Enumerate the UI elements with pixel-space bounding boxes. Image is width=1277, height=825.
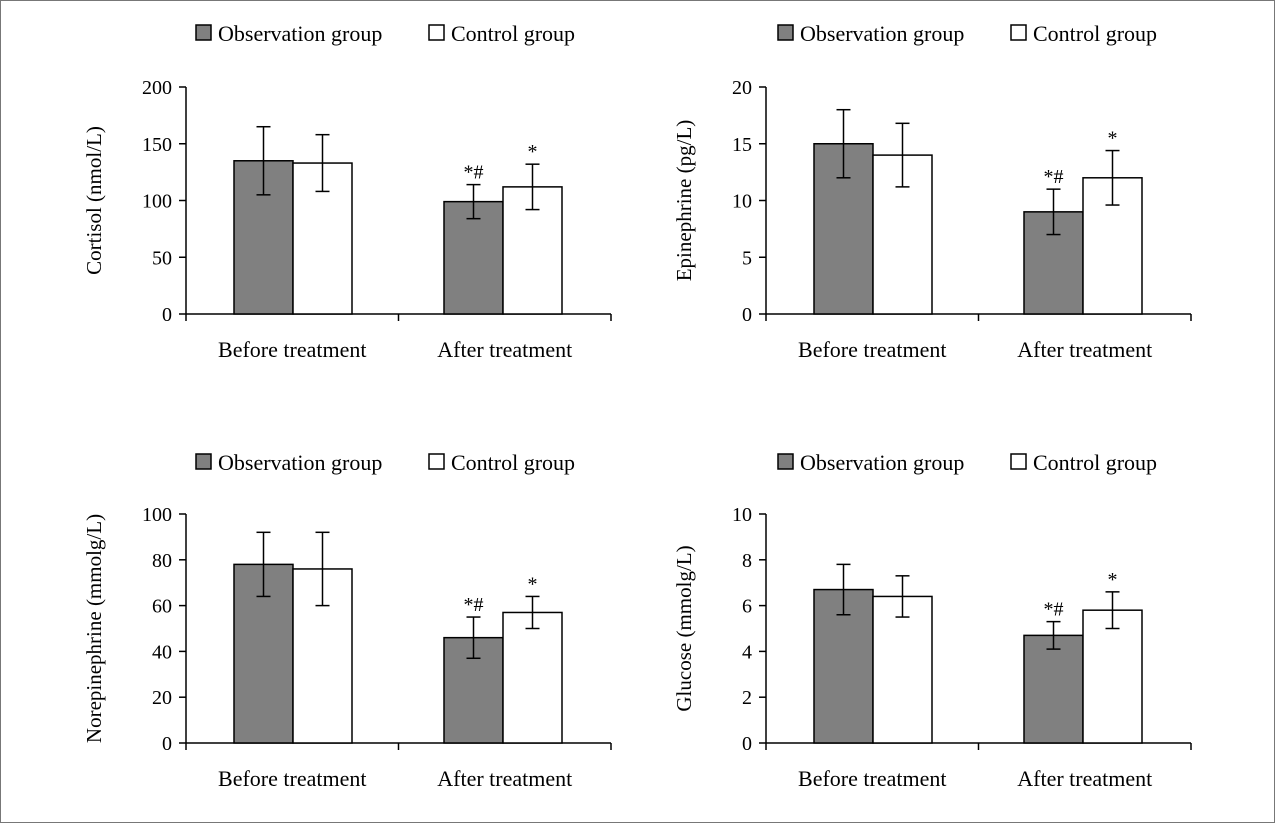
legend-swatch-control <box>428 453 445 470</box>
y-axis-label: Glucose (mmolg/L) <box>672 545 696 711</box>
legend-swatch-control <box>428 24 445 41</box>
significance-label: *# <box>1044 166 1064 188</box>
y-tick-label: 0 <box>162 304 172 326</box>
chart-panel-4: Observation group Control group 0 2 4 6 8 10 Bef… <box>672 450 1192 791</box>
x-category-label: Before treatment <box>218 766 366 791</box>
y-tick-label: 8 <box>742 550 752 572</box>
y-tick-label: 100 <box>142 191 172 213</box>
y-tick-label: 150 <box>142 134 172 156</box>
chart-panel-2: Observation group Control group 0 5 10 15 20 Be… <box>672 21 1192 362</box>
y-tick-label: 10 <box>732 504 752 526</box>
significance-label: * <box>1108 569 1118 591</box>
error-bar <box>525 163 540 211</box>
legend-label-observation: Observation group <box>218 21 382 46</box>
error-bar <box>1046 188 1061 236</box>
bar-control <box>872 595 933 744</box>
significance-label: * <box>528 141 538 163</box>
y-tick-label: 15 <box>732 134 752 156</box>
x-category-label: Before treatment <box>218 337 366 362</box>
y-tick-label: 5 <box>742 247 752 269</box>
error-bar <box>836 108 851 179</box>
legend: Observation group Control group <box>777 450 1157 475</box>
error-bar <box>315 133 330 193</box>
legend: Observation group Control group <box>777 21 1157 46</box>
y-tick-label: 60 <box>152 596 172 618</box>
error-bar <box>836 563 851 616</box>
significance-label: * <box>1108 128 1118 150</box>
y-tick-label: 200 <box>142 77 172 99</box>
x-category-label: After treatment <box>437 766 572 791</box>
bar-control <box>502 611 563 744</box>
legend-swatch-observation <box>195 24 212 41</box>
y-tick-label: 20 <box>152 687 172 709</box>
x-category-label: Before treatment <box>798 337 946 362</box>
significance-label: *# <box>464 594 484 616</box>
legend-label-control: Control group <box>1033 450 1157 475</box>
y-tick-label: 20 <box>732 77 752 99</box>
y-tick-label: 0 <box>162 733 172 755</box>
legend-swatch-control <box>1010 24 1027 41</box>
error-bar <box>466 183 481 220</box>
y-tick-label: 0 <box>742 304 752 326</box>
error-bar <box>256 125 271 196</box>
error-bar <box>1046 620 1061 650</box>
chart-panel-3: Observation group Control group 0 20 40 60 80 1… <box>82 450 612 791</box>
bar-control <box>292 162 353 315</box>
y-tick-label: 10 <box>732 191 752 213</box>
error-bar <box>525 595 540 630</box>
error-bar <box>1105 149 1120 206</box>
y-tick-label: 40 <box>152 641 172 663</box>
y-tick-label: 50 <box>152 247 172 269</box>
error-bar <box>315 531 330 607</box>
legend-swatch-observation <box>777 453 794 470</box>
legend-swatch-observation <box>777 24 794 41</box>
legend-swatch-observation <box>195 453 212 470</box>
legend-label-control: Control group <box>451 450 575 475</box>
error-bar <box>256 531 271 598</box>
x-category-label: After treatment <box>1017 766 1152 791</box>
y-tick-label: 0 <box>742 733 752 755</box>
bar-control <box>1082 609 1143 744</box>
x-category-label: Before treatment <box>798 766 946 791</box>
x-category-label: After treatment <box>437 337 572 362</box>
significance-label: *# <box>464 162 484 184</box>
bar-observation <box>443 200 504 315</box>
y-axis-label: Epinephrine (pg/L) <box>672 120 696 282</box>
y-tick-label: 2 <box>742 687 752 709</box>
y-tick-label: 80 <box>152 550 172 572</box>
legend-label-observation: Observation group <box>800 21 964 46</box>
error-bar <box>895 575 910 618</box>
legend-label-control: Control group <box>451 21 575 46</box>
significance-label: * <box>528 573 538 595</box>
legend-label-control: Control group <box>1033 21 1157 46</box>
y-tick-label: 4 <box>742 641 752 663</box>
legend-label-observation: Observation group <box>218 450 382 475</box>
significance-label: *# <box>1044 599 1064 621</box>
error-bar <box>466 616 481 660</box>
x-category-label: After treatment <box>1017 337 1152 362</box>
legend: Observation group Control group <box>195 450 575 475</box>
legend-label-observation: Observation group <box>800 450 964 475</box>
legend-swatch-control <box>1010 453 1027 470</box>
bar-observation <box>1023 634 1084 744</box>
y-axis-label: Norepinephrine (mmolg/L) <box>82 514 106 743</box>
y-tick-label: 6 <box>742 596 752 618</box>
error-bar <box>1105 591 1120 630</box>
y-axis-label: Cortisol (nmol/L) <box>82 126 106 275</box>
y-tick-label: 100 <box>142 504 172 526</box>
chart-panel-1: Observation group Control group 0 50 100 150 2… <box>82 21 612 362</box>
legend: Observation group Control group <box>195 21 575 46</box>
error-bar <box>895 122 910 188</box>
